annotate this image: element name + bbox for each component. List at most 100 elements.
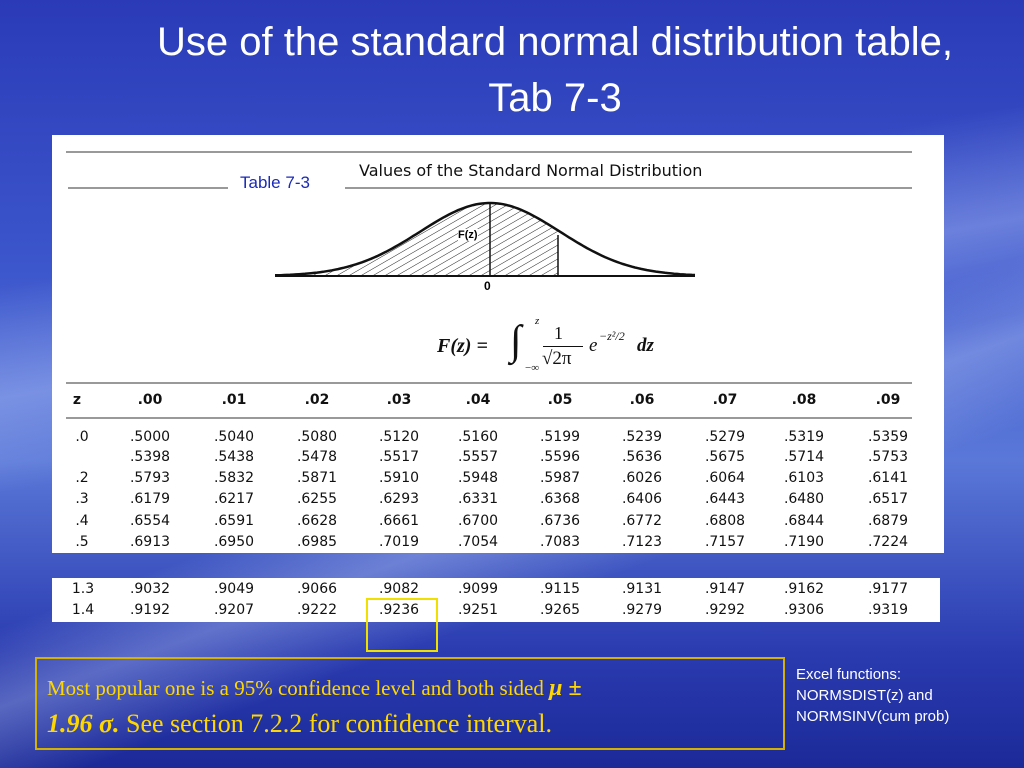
table-cell: .5319 bbox=[783, 429, 825, 445]
table-cell: .07 bbox=[712, 392, 738, 408]
table-cell: .6064 bbox=[704, 470, 746, 486]
table-cell: .6554 bbox=[129, 513, 171, 529]
table-cell: .6331 bbox=[457, 491, 499, 507]
excel-line: NORMSDIST(z) and bbox=[796, 687, 933, 704]
table-cell: .5793 bbox=[129, 470, 171, 486]
highlight-box bbox=[366, 598, 438, 652]
table-cell: z bbox=[72, 392, 82, 408]
table-cell: .5 bbox=[75, 534, 89, 550]
table-cell: .09 bbox=[875, 392, 901, 408]
formula-lhs: F(z) = bbox=[437, 335, 488, 357]
table-cell: .5199 bbox=[539, 429, 581, 445]
excel-line: Excel functions: bbox=[796, 666, 902, 683]
table-cell: .6517 bbox=[867, 491, 909, 507]
table-cell: .6844 bbox=[783, 513, 825, 529]
note-text: See section 7.2.2 for confidence interva… bbox=[126, 709, 552, 738]
table-cell: .6179 bbox=[129, 491, 171, 507]
table-cell: .5279 bbox=[704, 429, 746, 445]
table-cell: .7190 bbox=[783, 534, 825, 550]
table-cell: .7054 bbox=[457, 534, 499, 550]
table-cell: .6026 bbox=[621, 470, 663, 486]
table-cell: .7083 bbox=[539, 534, 581, 550]
shaded-area bbox=[275, 203, 558, 276]
table-cell: .9279 bbox=[621, 602, 663, 618]
table-cell: .04 bbox=[465, 392, 491, 408]
curve-label: F(z) bbox=[458, 229, 478, 241]
table-cell: .01 bbox=[221, 392, 247, 408]
exponent: −z²/2 bbox=[599, 329, 625, 343]
table-cell: .5160 bbox=[457, 429, 499, 445]
table-cell: .6255 bbox=[296, 491, 338, 507]
note-box: Most popular one is a 95% confidence lev… bbox=[35, 657, 785, 750]
table-cell: .9222 bbox=[296, 602, 338, 618]
table-cell: .7157 bbox=[704, 534, 746, 550]
table-cell: .9162 bbox=[783, 581, 825, 597]
table-cell: .9192 bbox=[129, 602, 171, 618]
table-cell: .5871 bbox=[296, 470, 338, 486]
upper-limit: z bbox=[535, 315, 540, 327]
exp-base: e bbox=[589, 335, 598, 356]
table-cell: .7019 bbox=[378, 534, 420, 550]
table-cell: .9115 bbox=[539, 581, 581, 597]
table-cell: .6736 bbox=[539, 513, 581, 529]
table-cell: .5000 bbox=[129, 429, 171, 445]
table-cell: .6661 bbox=[378, 513, 420, 529]
table-cell: .3 bbox=[75, 491, 89, 507]
table-cell: .00 bbox=[137, 392, 163, 408]
table-cell: .6808 bbox=[704, 513, 746, 529]
table-cell: .5987 bbox=[539, 470, 581, 486]
table-cell: .9319 bbox=[867, 602, 909, 618]
table-cell: .6480 bbox=[783, 491, 825, 507]
table-cell: .5517 bbox=[378, 449, 420, 465]
table-cell: .6293 bbox=[378, 491, 420, 507]
heading: Values of the Standard Normal Distributi… bbox=[359, 161, 703, 180]
lower-limit: −∞ bbox=[525, 362, 540, 374]
table-cell: .5080 bbox=[296, 429, 338, 445]
table-cell: .05 bbox=[547, 392, 573, 408]
table-cell: .6985 bbox=[296, 534, 338, 550]
table-cell: .5359 bbox=[867, 429, 909, 445]
table-cell: .9236 bbox=[378, 602, 420, 618]
denominator: √2π bbox=[542, 348, 572, 369]
curve-figure bbox=[66, 151, 912, 419]
table-cell: .08 bbox=[791, 392, 817, 408]
table-cell: .06 bbox=[629, 392, 655, 408]
table-cell: .9306 bbox=[783, 602, 825, 618]
table-cell: .6700 bbox=[457, 513, 499, 529]
table-cell: .6406 bbox=[621, 491, 663, 507]
table-cell: .5040 bbox=[213, 429, 255, 445]
table-cell: .5398 bbox=[129, 449, 171, 465]
note-symbol: μ ± bbox=[549, 675, 582, 701]
table-continued: 1.3 .9032 .9049 .9066 .9082 .9099 .9115 .9131 .9… bbox=[52, 578, 940, 622]
table-cell: .6443 bbox=[704, 491, 746, 507]
table-cell: .6141 bbox=[867, 470, 909, 486]
table-cell: .5557 bbox=[457, 449, 499, 465]
table-cell: .6217 bbox=[213, 491, 255, 507]
table-cell: .5753 bbox=[867, 449, 909, 465]
table-cell: 1.4 bbox=[71, 602, 95, 618]
curve-zero: 0 bbox=[484, 279, 491, 293]
table-cell: .6772 bbox=[621, 513, 663, 529]
table-cell: .9251 bbox=[457, 602, 499, 618]
table-cell: .9207 bbox=[213, 602, 255, 618]
table-cell: .9265 bbox=[539, 602, 581, 618]
table-cell: .9147 bbox=[704, 581, 746, 597]
fraction-bar bbox=[543, 346, 583, 347]
table-cell: .9292 bbox=[704, 602, 746, 618]
note-value: 1.96 σ. bbox=[47, 709, 120, 738]
table-cell: .6103 bbox=[783, 470, 825, 486]
excel-note: Excel functions: NORMSDIST(z) and NORMSI… bbox=[796, 664, 949, 727]
table-cell: .4 bbox=[75, 513, 89, 529]
table-cell: .5832 bbox=[213, 470, 255, 486]
table-cell: .6913 bbox=[129, 534, 171, 550]
table-cell: .7123 bbox=[621, 534, 663, 550]
table-cell: 1.3 bbox=[71, 581, 95, 597]
table-cell: .9131 bbox=[621, 581, 663, 597]
table-cell: .5948 bbox=[457, 470, 499, 486]
table-cell: .9049 bbox=[213, 581, 255, 597]
table-cell: .03 bbox=[386, 392, 412, 408]
table-cell: .7224 bbox=[867, 534, 909, 550]
dz: dz bbox=[637, 335, 654, 356]
table-cell: .5239 bbox=[621, 429, 663, 445]
